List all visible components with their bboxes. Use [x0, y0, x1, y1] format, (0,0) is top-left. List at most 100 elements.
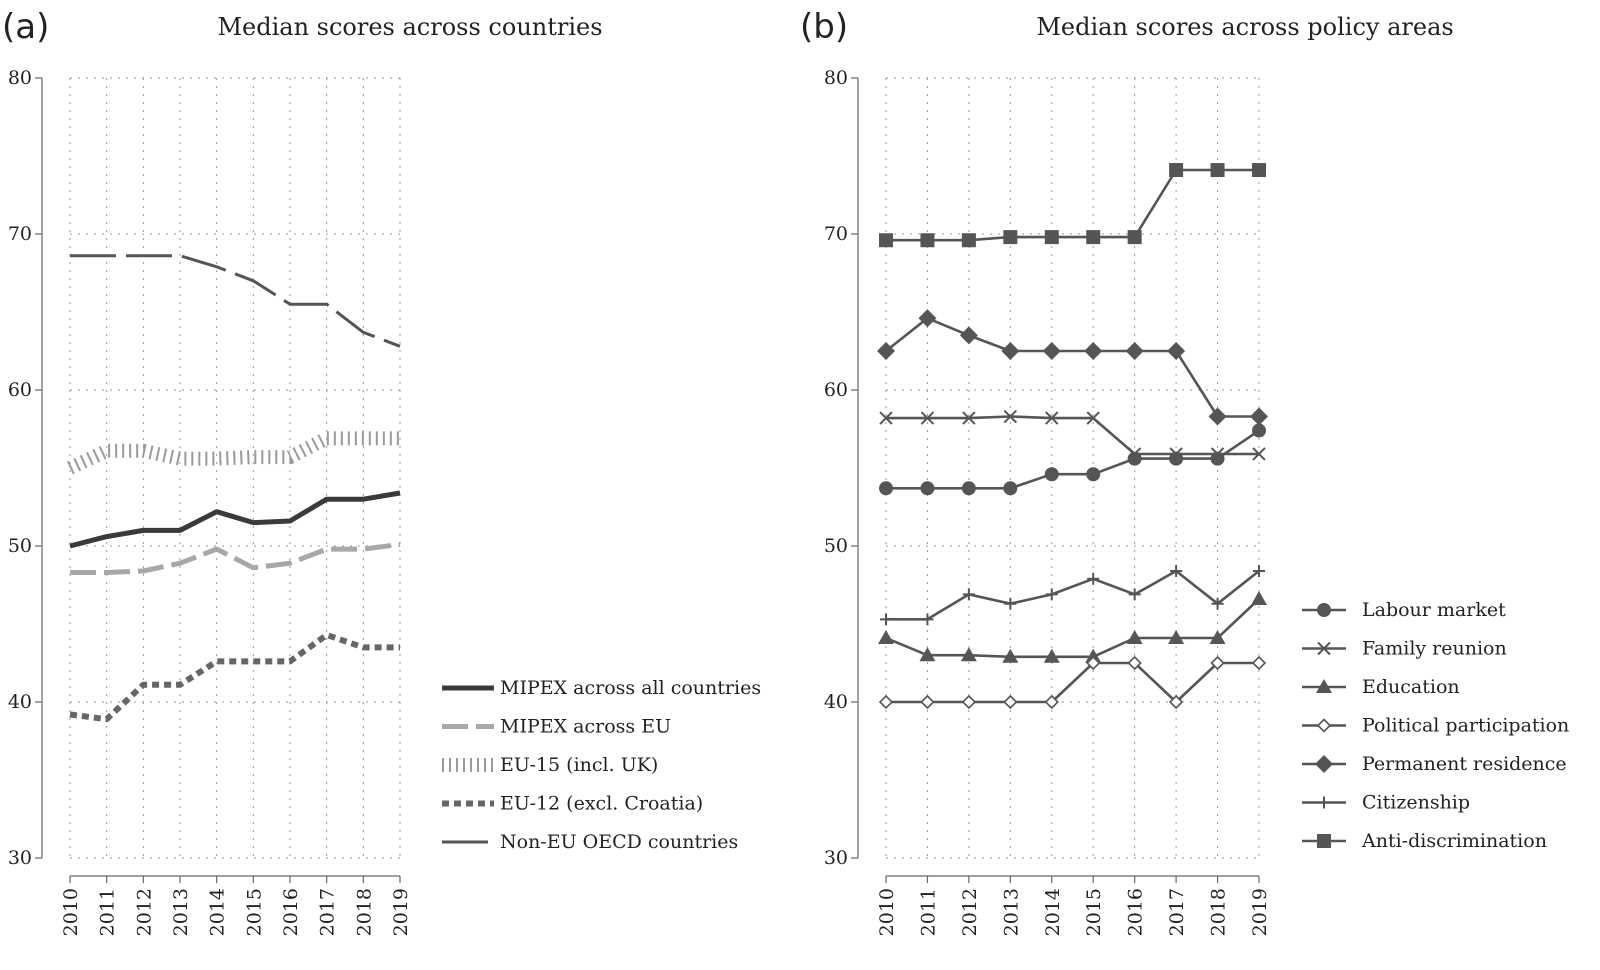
- point-family-reunion: [1210, 447, 1225, 461]
- point-family-reunion: [920, 411, 935, 425]
- point-permanent-residence: [959, 326, 978, 345]
- legend-label-mipex-across-eu: MIPEX across EU: [500, 716, 671, 738]
- panel-a-y-tick-label: 60: [8, 379, 32, 401]
- point-family-reunion: [1169, 447, 1183, 461]
- panel-a-x-tick-label: 2014: [207, 888, 229, 936]
- legend-item-political-participation: Political participation: [1302, 715, 1569, 737]
- legend-label-permanent-residence: Permanent residence: [1362, 753, 1567, 775]
- panel-a-x-tick-label: 2011: [97, 888, 119, 936]
- panel-a-y-tick-label: 70: [8, 223, 32, 245]
- point-labour-market: [1086, 467, 1101, 482]
- panel-a-x-tick-label: 2012: [133, 888, 155, 936]
- panel-b-y-tick-label: 40: [824, 691, 848, 713]
- legend-marker-labour-market: [1317, 603, 1331, 617]
- point-citizenship: [1170, 564, 1183, 577]
- legend-marker-permanent-residence: [1315, 755, 1333, 773]
- panel-b-x-tick-label: 2016: [1125, 888, 1147, 936]
- legend-item-permanent-residence: Permanent residence: [1302, 753, 1567, 775]
- point-citizenship: [1004, 597, 1017, 610]
- point-permanent-residence: [1084, 342, 1103, 360]
- line-citizenship: [886, 569, 1260, 621]
- series-permanent-residence: [877, 309, 1268, 426]
- panel-a-x-tick-label: 2016: [280, 888, 302, 936]
- legend-item-eu-15-incl-uk: EU-15 (incl. UK): [442, 754, 658, 776]
- legend-label-non-eu-oecd-countries: Non-EU OECD countries: [500, 831, 738, 853]
- panel-b-label: (b): [800, 7, 848, 47]
- legend-item-mipex-across-eu: MIPEX across EU: [442, 716, 671, 738]
- panel-b-series: [877, 163, 1268, 710]
- panel-b-y-tick-label: 80: [824, 67, 848, 89]
- legend-item-family-reunion: Family reunion: [1302, 638, 1507, 660]
- panel-a-series: [67, 254, 401, 723]
- legend-label-anti-discrimination: Anti-discrimination: [1361, 830, 1547, 852]
- panel-a-y-tick-label: 40: [8, 691, 32, 713]
- point-anti-discrimination: [1169, 163, 1184, 178]
- point-political-participation: [1210, 655, 1225, 671]
- line-eu-12-excl-croatia: [69, 631, 400, 723]
- legend-label-labour-market: Labour market: [1362, 599, 1506, 621]
- point-permanent-residence: [1001, 342, 1020, 360]
- panel-a-label: (a): [2, 7, 49, 47]
- legend-label-family-reunion: Family reunion: [1362, 638, 1507, 660]
- series-non-eu-oecd-countries: [70, 254, 401, 348]
- panel-b-x-tick-label: 2018: [1208, 888, 1230, 936]
- point-citizenship: [880, 613, 892, 626]
- series-education: [878, 591, 1267, 663]
- point-family-reunion: [1003, 409, 1018, 424]
- point-political-participation: [920, 694, 935, 710]
- panel-a-y-tick-label: 50: [8, 535, 32, 557]
- line-labour-market: [886, 429, 1260, 490]
- legend-item-education: Education: [1302, 676, 1460, 698]
- point-anti-discrimination: [879, 233, 893, 248]
- panel-a-x-tick-label: 2017: [317, 888, 339, 936]
- series-eu-15-incl-uk: [67, 431, 400, 475]
- panel-a-x-tick-label: 2018: [353, 888, 375, 936]
- point-education: [1251, 591, 1267, 606]
- point-family-reunion: [1127, 447, 1142, 461]
- series-eu-12-excl-croatia: [69, 631, 400, 723]
- point-labour-market: [1044, 467, 1059, 482]
- panel-a-axes: 30 40 50 60 70 80 2010 2011 2012 2013 2014 2015 2016…: [8, 67, 412, 936]
- point-education: [1126, 630, 1143, 645]
- point-family-reunion: [962, 411, 976, 425]
- series-citizenship: [880, 564, 1265, 626]
- point-permanent-residence: [918, 309, 937, 328]
- legend-label-mipex-across-all-countries: MIPEX across all countries: [500, 677, 761, 699]
- line-political-participation: [886, 661, 1259, 704]
- legend-label-education: Education: [1362, 676, 1460, 698]
- panel-a-grid: [69, 77, 401, 859]
- legend-label-eu-15-incl-uk: EU-15 (incl. UK): [500, 754, 658, 776]
- point-citizenship: [1045, 588, 1058, 601]
- point-anti-discrimination: [961, 233, 976, 248]
- legend-marker-education: [1316, 679, 1332, 693]
- panel-b-x-tick-label: 2011: [917, 888, 939, 936]
- panel-a-x-tick-label: 2013: [170, 888, 192, 936]
- point-citizenship: [1128, 588, 1141, 601]
- point-labour-market: [1003, 481, 1018, 496]
- point-permanent-residence: [1042, 342, 1061, 360]
- line-eu-15-incl-uk: [67, 431, 400, 475]
- series-mipex-across-eu: [70, 541, 401, 575]
- point-family-reunion: [879, 411, 893, 425]
- point-education: [1002, 648, 1019, 663]
- series-political-participation: [878, 655, 1267, 710]
- point-anti-discrimination: [1086, 230, 1101, 245]
- panel-b-grid: [885, 77, 1260, 859]
- point-political-participation: [961, 694, 977, 710]
- point-education: [1168, 630, 1185, 645]
- legend-item-labour-market: Labour market: [1302, 599, 1506, 621]
- point-anti-discrimination: [1003, 230, 1018, 245]
- legend-label-eu-12-excl-croatia: EU-12 (excl. Croatia): [500, 793, 703, 815]
- line-mipex-across-all-countries: [69, 490, 401, 549]
- point-education: [960, 647, 977, 662]
- line-mipex-across-eu: [70, 541, 401, 575]
- panel-a: (a) Median scores across countries 30 40 5…: [2, 7, 761, 936]
- legend-marker-anti-discrimination: [1317, 834, 1331, 848]
- point-political-participation: [1003, 694, 1018, 710]
- point-education: [1043, 648, 1060, 663]
- panel-a-x-tick-label: 2010: [60, 888, 82, 936]
- panel-b-y-tick-label: 50: [824, 535, 848, 557]
- legend-item-non-eu-oecd-countries: Non-EU OECD countries: [442, 831, 738, 853]
- panel-b-y-tick-label: 30: [824, 847, 848, 869]
